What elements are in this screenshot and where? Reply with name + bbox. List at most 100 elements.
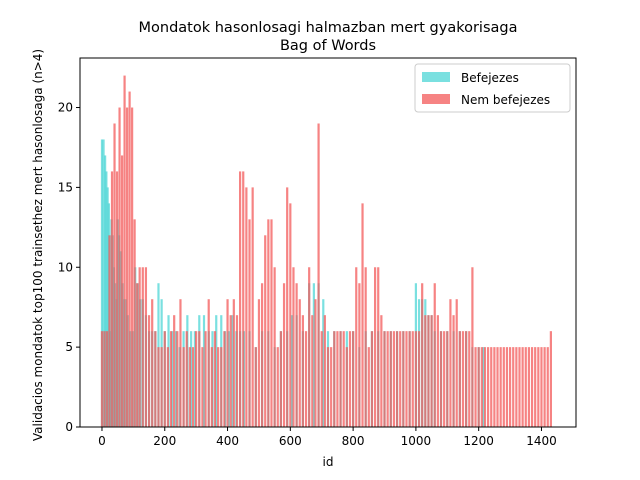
x-tick-label: 400: [216, 434, 239, 448]
bar-nem-befejezes: [333, 331, 336, 427]
bar-nem-befejezes: [427, 315, 430, 427]
bar-nem-befejezes: [245, 187, 248, 427]
bar-nem-befejezes: [311, 315, 314, 427]
bar-nem-befejezes: [436, 315, 439, 427]
bar-nem-befejezes: [474, 347, 477, 427]
bar-nem-befejezes: [308, 267, 311, 427]
bar-nem-befejezes: [270, 219, 273, 427]
bar-nem-befejezes: [386, 331, 389, 427]
bar-nem-befejezes: [446, 331, 449, 427]
bar-befejezes: [215, 315, 218, 427]
bar-nem-befejezes: [537, 347, 540, 427]
bar-nem-befejezes: [173, 315, 176, 427]
bar-nem-befejezes: [524, 347, 527, 427]
bar-nem-befejezes: [108, 235, 111, 427]
bar-nem-befejezes: [113, 123, 116, 428]
x-tick-label: 0: [98, 434, 106, 448]
bar-nem-befejezes: [505, 347, 509, 427]
chart-title: Mondatok hasonlosagi halmazban mert gyak…: [139, 20, 518, 36]
bar-nem-befejezes: [242, 171, 245, 427]
bar-nem-befejezes: [133, 219, 136, 427]
bar-nem-befejezes: [176, 331, 179, 427]
legend-box: [414, 63, 571, 113]
bar-befejezes: [105, 171, 108, 427]
bar-nem-befejezes: [421, 283, 424, 427]
bar-nem-befejezes: [430, 315, 433, 427]
x-tick-label: 1200: [463, 434, 494, 448]
bar-nem-befejezes: [433, 283, 436, 427]
bar-befejezes: [100, 139, 104, 427]
bar-nem-befejezes: [352, 331, 355, 427]
bar-nem-befejezes: [342, 331, 345, 427]
bar-nem-befejezes: [295, 283, 298, 427]
bar-nem-befejezes: [282, 283, 286, 427]
bar-befejezes: [231, 315, 234, 427]
bar-nem-befejezes: [380, 315, 383, 427]
axes: 0 200 400 600 800 1000 1200 1400 0 5 10 15 20: [58, 57, 577, 448]
bar-befejezes: [322, 299, 325, 427]
bar-nem-befejezes: [235, 315, 239, 427]
bar-nem-befejezes: [405, 331, 408, 427]
bar-nem-befejezes: [195, 331, 198, 427]
bar-nem-befejezes: [286, 187, 289, 427]
bar-nem-befejezes: [345, 347, 348, 427]
bar-nem-befejezes: [136, 283, 139, 427]
bar-nem-befejezes: [364, 267, 367, 427]
bar-nem-befejezes: [110, 171, 114, 427]
bar-nem-befejezes: [273, 267, 276, 427]
bar-nem-befejezes: [546, 347, 549, 427]
bar-nem-befejezes: [260, 283, 264, 427]
x-tick-label: 600: [279, 434, 302, 448]
bar-nem-befejezes: [348, 331, 352, 427]
bar-nem-befejezes: [339, 331, 342, 427]
bar-nem-befejezes: [408, 331, 411, 427]
bar-nem-befejezes: [226, 299, 229, 427]
bar-nem-befejezes: [123, 75, 126, 427]
bar-nem-befejezes: [131, 107, 134, 428]
bar-nem-befejezes: [493, 347, 496, 427]
bar-nem-befejezes: [395, 331, 399, 427]
bar-befejezes: [193, 331, 196, 427]
bar-nem-befejezes: [518, 347, 521, 427]
bar-nem-befejezes: [417, 331, 421, 427]
y-axis-label: Validacios mondatok top100 trainsethez m…: [31, 49, 45, 441]
bar-nem-befejezes: [424, 315, 427, 427]
bar-nem-befejezes: [543, 347, 546, 427]
bar-nem-befejezes: [483, 347, 487, 427]
bar-nem-befejezes: [118, 107, 121, 428]
bar-befejezes: [119, 251, 122, 427]
bar-nem-befejezes: [502, 347, 505, 427]
bar-befejezes: [227, 331, 230, 427]
bar-nem-befejezes: [389, 331, 392, 427]
bar-nem-befejezes: [220, 347, 223, 427]
legend-swatch: [422, 94, 450, 104]
bar-befejezes: [104, 155, 107, 427]
bar-nem-befejezes: [471, 267, 474, 427]
bar-nem-befejezes: [515, 347, 518, 427]
bar-nem-befejezes: [163, 331, 166, 427]
bar-nem-befejezes: [292, 267, 295, 427]
bar-nem-befejezes: [289, 203, 292, 427]
bar-nem-befejezes: [355, 267, 358, 427]
y-tick-label: 15: [58, 180, 73, 194]
bar-nem-befejezes: [461, 331, 465, 427]
chart-subtitle: Bag of Words: [280, 38, 376, 54]
bar-nem-befejezes: [480, 347, 483, 427]
bar-nem-befejezes: [392, 331, 396, 427]
plot-area: [100, 75, 552, 428]
bar-nem-befejezes: [304, 331, 308, 427]
bar-befejezes: [171, 331, 174, 427]
bar-nem-befejezes: [540, 347, 543, 427]
bar-befejezes: [290, 315, 293, 427]
bar-nem-befejezes: [154, 331, 157, 427]
bar-nem-befejezes: [223, 331, 226, 427]
bar-befejezes: [202, 315, 206, 427]
bar-nem-befejezes: [147, 315, 151, 427]
bar-nem-befejezes: [458, 331, 461, 427]
bar-nem-befejezes: [298, 299, 301, 427]
bar-nem-befejezes: [530, 347, 534, 427]
bar-nem-befejezes: [320, 331, 323, 427]
bar-nem-befejezes: [267, 219, 270, 427]
bar-nem-befejezes: [534, 347, 537, 427]
